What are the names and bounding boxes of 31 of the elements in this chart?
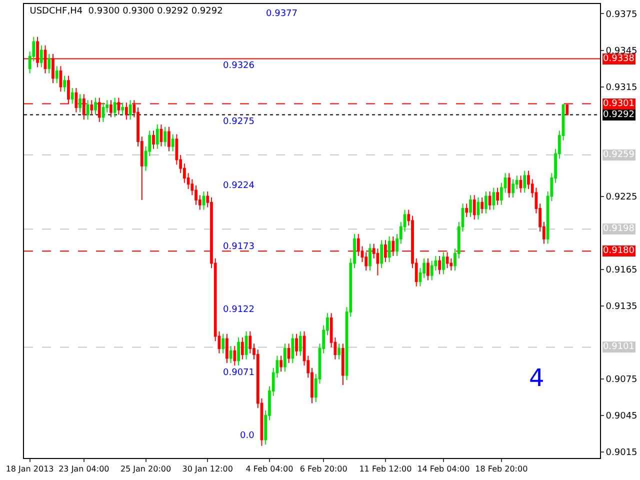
y-tick-label: 0.9165 [606, 265, 638, 276]
ref-line-label: 0.9292 [603, 110, 634, 120]
ref-line-label: 0.9338 [603, 54, 635, 64]
annotation: 0.9173 [223, 242, 254, 252]
y-tick-label: 0.9045 [606, 412, 638, 422]
y-tick-label: 0.9135 [606, 302, 638, 312]
x-tick-label: 11 Feb 12:00 [359, 464, 412, 474]
x-tick-label: 14 Feb 04:00 [417, 464, 470, 474]
annotation: 0.9326 [223, 61, 255, 71]
x-tick-label: 18 Feb 20:00 [475, 464, 528, 474]
annotation: 0.9377 [266, 9, 298, 19]
chart-title: USDCHF,H4 0.9300 0.9300 0.9292 0.9292 [30, 6, 223, 16]
y-tick-label: 0.9015 [606, 448, 638, 458]
ref-line-label: 0.9301 [603, 99, 634, 109]
annotation: 4 [529, 364, 544, 392]
x-tick-label: 18 Jan 2013 [6, 464, 54, 474]
x-tick-label: 25 Jan 20:00 [120, 464, 172, 474]
y-tick-label: 0.9375 [606, 10, 638, 20]
x-tick-label: 4 Feb 04:00 [246, 464, 294, 474]
x-tick-label: 6 Feb 20:00 [300, 464, 348, 474]
annotation: 0.0 [240, 431, 255, 441]
annotation: 0.9224 [223, 181, 255, 191]
ref-line-label: 0.9180 [603, 246, 635, 256]
annotation: 0.9275 [223, 117, 254, 127]
x-tick-label: 30 Jan 12:00 [182, 464, 233, 474]
x-tick-label: 23 Jan 04:00 [58, 464, 110, 474]
y-tick-label: 0.9315 [606, 82, 638, 93]
y-tick-label: 0.9075 [606, 375, 638, 386]
y-tick-label: 0.9225 [606, 192, 638, 202]
annotation: 0.9071 [223, 368, 254, 378]
annotation: 0.9122 [223, 305, 254, 315]
